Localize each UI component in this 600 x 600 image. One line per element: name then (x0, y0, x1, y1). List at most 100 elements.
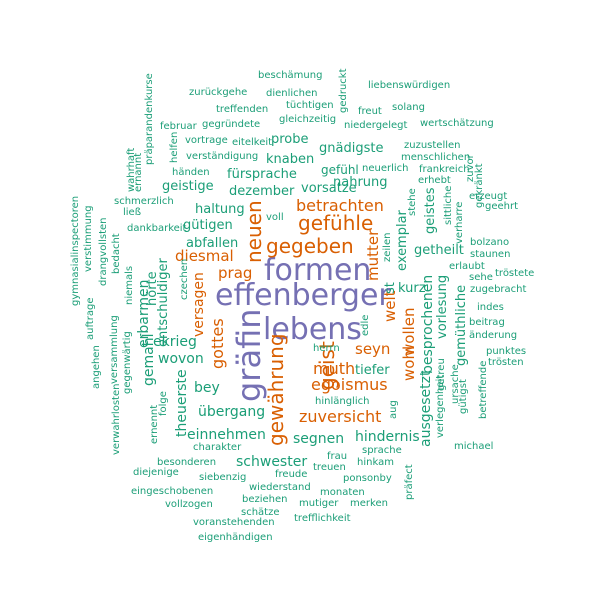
word-troestete: tröstete (495, 268, 535, 279)
word-gefuehle: gefühle (298, 211, 374, 235)
word-knaben: knaben (266, 152, 315, 167)
word-zurueckgehe: zurückgehe (189, 87, 248, 98)
word-fuersprache: fürsprache (227, 167, 297, 182)
word-entschuldiger: entschuldiger (156, 258, 171, 347)
word-praeparandenkurse: präparandenkurse (144, 73, 155, 165)
word-schaetze: schätze (241, 507, 280, 518)
word-angehen: angehen (91, 345, 102, 389)
word-gedruckt: gedruckt (338, 68, 349, 113)
word-wiederstand: wiederstand (249, 482, 311, 493)
word-kurz: kurz (398, 281, 426, 296)
word-versagen: versagen (191, 272, 207, 337)
word-st: st (383, 282, 398, 294)
word-schmerzlich: schmerzlich (114, 196, 174, 207)
word-treffenden: treffenden (216, 104, 269, 115)
word-bey: bey (194, 380, 220, 396)
word-ponsonby: ponsonby (343, 473, 392, 484)
word-graefin: gräfin (230, 308, 268, 402)
word-wertschaetzung: wertschätzung (420, 118, 494, 129)
word-siebenzig: siebenzig (199, 472, 247, 483)
word-hindernis: hindernis (355, 429, 420, 445)
word-bolzano: bolzano (470, 237, 510, 248)
word-bedacht: bedacht (111, 233, 122, 274)
word-punktes: punktes (486, 346, 527, 357)
word-niemals: niemals (124, 265, 135, 305)
word-ernennt: ernennt (149, 404, 160, 444)
word-tuechtigen: tüchtigen (286, 100, 334, 111)
word-ernannt: ernannt (133, 152, 144, 192)
word-charakter: charakter (193, 442, 242, 453)
word-guetigst: gütigst (458, 379, 469, 414)
word-verwahrlosten: verwahrlosten (111, 383, 122, 455)
word-staunen: staunen (470, 249, 511, 260)
word-theuerste: theuerste (174, 369, 190, 437)
word-diejenige: diejenige (133, 467, 179, 478)
word-versammlung: versammlung (109, 315, 120, 384)
word-solang: solang (392, 102, 425, 113)
word-gegeben: gegeben (266, 234, 354, 258)
word-wollen: wollen (400, 307, 418, 356)
word-muth: muth (313, 359, 356, 378)
word-frau: frau (327, 451, 348, 462)
word-welt: welt (381, 290, 399, 322)
word-voranstehenden: voranstehenden (193, 517, 275, 528)
word-michael: michael (454, 441, 494, 452)
word-gegenwaertig: gegenwärtig (122, 331, 133, 394)
word-ausgesetzt: ausgesetzt (418, 370, 434, 447)
word-drangvollsten: drangvollsten (98, 217, 109, 287)
word-formen: formen (264, 253, 372, 288)
word-getheilt: getheilt (414, 243, 464, 258)
word-trefflichkeit: trefflichkeit (294, 513, 351, 524)
word-hinkam: hinkam (357, 457, 394, 468)
word-probe: probe (271, 132, 309, 147)
word-mutiger: mutiger (299, 498, 339, 509)
word-eitelkeit: eitelkeit (232, 137, 273, 148)
word-lebens: lebens (263, 312, 362, 347)
word-herrn: herrn (313, 343, 340, 354)
word-gekraenkt: gekränkt (474, 163, 485, 208)
word-exemplar: exemplar (395, 210, 410, 271)
word-vortrage: vortrage (185, 135, 228, 146)
word-gegruendete: gegründete (202, 119, 261, 130)
word-dezember: dezember (229, 184, 295, 199)
word-betrachten: betrachten (296, 196, 384, 215)
word-zeilen: zeilen (382, 232, 393, 262)
word-vorsatze: vorsatze (301, 181, 357, 196)
word-erhebt: erhebt (418, 175, 451, 186)
word-geehrt: geehrt (485, 201, 519, 212)
word-troesten: trösten (488, 357, 524, 368)
word-merken: merken (350, 498, 388, 509)
word-schwester: schwester (236, 454, 308, 470)
word-gewaehrung: gewährung (264, 333, 288, 446)
word-besonderen: besonderen (157, 457, 217, 468)
word-vorlesung: vorlesung (435, 274, 450, 339)
word-gottes: gottes (208, 318, 227, 369)
word-czechen: czechen (179, 258, 190, 300)
word-eigenhaendigen: eigenhändigen (198, 532, 273, 543)
word-einnehmen: einnehmen (187, 427, 266, 443)
word-auftrage: auftrage (85, 297, 96, 340)
word-diesmal: diesmal (175, 247, 234, 265)
word-haltung: haltung (195, 202, 245, 217)
word-monaten: monaten (320, 487, 365, 498)
word-helfen: helfen (169, 131, 180, 163)
word-aug: aug (388, 400, 399, 419)
word-seyn: seyn (355, 340, 391, 358)
word-beziehen: beziehen (242, 494, 288, 505)
word-freut: freut (358, 106, 382, 117)
word-zuzustellen: zuzustellen (404, 140, 461, 151)
word-zuversicht: zuversicht (299, 407, 382, 426)
word-geistige: geistige (162, 179, 214, 194)
word-wovon: wovon (158, 351, 204, 367)
word-verharre: verharre (454, 201, 465, 244)
word-uebergang: übergang (198, 404, 266, 420)
word-freude: freude (275, 469, 308, 480)
word-verstimmung: verstimmung (83, 205, 94, 272)
word-beitrag: beitrag (469, 317, 505, 328)
word-sittliche: sittliche (443, 185, 454, 225)
word-mutter: mutter (364, 229, 382, 281)
word-tiefer: tiefer (355, 363, 390, 378)
word-sprache: sprache (362, 445, 402, 456)
word-sehe: sehe (469, 272, 493, 283)
